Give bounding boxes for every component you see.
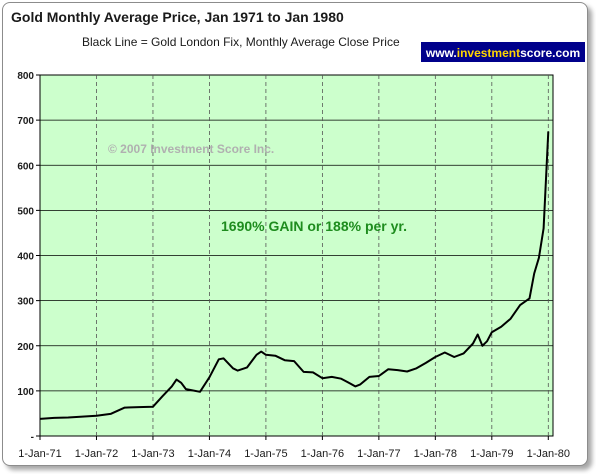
brand-link-text: www.investmentscore.com bbox=[425, 46, 580, 60]
y-tick-label: 200 bbox=[17, 342, 34, 353]
chart-title: Gold Monthly Average Price, Jan 1971 to … bbox=[11, 9, 344, 25]
y-tick-label: 500 bbox=[17, 206, 34, 217]
y-tick-label: 100 bbox=[17, 387, 34, 398]
chart-subtitle: Black Line = Gold London Fix, Monthly Av… bbox=[82, 35, 400, 49]
y-tick-label: - bbox=[31, 432, 34, 443]
x-tick-label: 1-Jan-77 bbox=[357, 448, 400, 460]
brand-highlight: investment bbox=[457, 46, 520, 60]
x-tick-label: 1-Jan-72 bbox=[75, 448, 118, 460]
y-tick-label: 600 bbox=[17, 161, 34, 172]
gold-price-line bbox=[39, 131, 550, 420]
y-axis: - 100 200 300 400 500 600 700 800 bbox=[17, 71, 40, 443]
x-tick-label: 1-Jan-74 bbox=[188, 448, 231, 460]
brand-prefix: www. bbox=[425, 46, 457, 60]
y-tick-label: 800 bbox=[17, 71, 34, 82]
x-tick-label: 1-Jan-79 bbox=[470, 448, 513, 460]
x-tick-label: 1-Jan-76 bbox=[301, 448, 344, 460]
x-tick-label: 1-Jan-78 bbox=[414, 448, 457, 460]
x-tick-label: 1-Jan-75 bbox=[244, 448, 287, 460]
x-tick-label: 1-Jan-80 bbox=[527, 448, 570, 460]
chart-frame: Gold Monthly Average Price, Jan 1971 to … bbox=[2, 2, 588, 466]
gold-price-chart: Gold Monthly Average Price, Jan 1971 to … bbox=[11, 9, 585, 460]
brand-badge: www.investmentscore.com bbox=[421, 42, 585, 62]
x-tick-label: 1-Jan-71 bbox=[18, 448, 61, 460]
y-tick-label: 700 bbox=[17, 116, 34, 127]
x-tick-label: 1-Jan-73 bbox=[131, 448, 174, 460]
gain-annotation: 1690% GAIN or 188% per yr. bbox=[221, 218, 407, 234]
copyright-watermark: © 2007 Investment Score Inc. bbox=[108, 142, 274, 156]
y-tick-label: 300 bbox=[17, 297, 34, 308]
brand-badge-background bbox=[421, 42, 585, 62]
y-tick-label: 400 bbox=[17, 252, 34, 263]
x-axis: 1-Jan-71 1-Jan-72 1-Jan-73 1-Jan-74 1-Jan-75… bbox=[18, 436, 570, 460]
brand-suffix: score.com bbox=[520, 46, 580, 60]
gridlines bbox=[40, 75, 553, 436]
